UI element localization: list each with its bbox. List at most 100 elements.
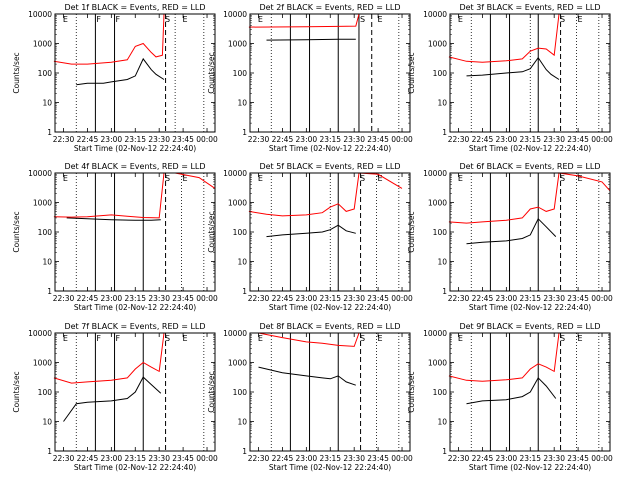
y-axis: 1 10 100 1000 10000 [223,329,410,456]
y-tick-label: 100 [38,388,53,397]
plot-frame [449,332,611,452]
panel-2f: Det 2f BLACK = Events, RED = LLD 1 10 100 10… [207,3,413,153]
x-axis: 22:30 22:45 23:00 23:15 23:30 23:45 00:00 [248,333,413,463]
series-line-lld [248,13,360,28]
y-tick-label: 100 [38,228,53,237]
x-tick-label: 22:30 [53,454,75,463]
x-tick-label: 00:00 [391,294,413,303]
y-tick-label: 100 [233,228,248,237]
marker-letter: E [258,334,263,343]
x-tick-label: 23:30 [543,135,565,144]
y-tick-label: 10000 [28,169,52,178]
plot-frame [249,13,411,133]
marker-letter: E [578,334,583,343]
x-tick-label: 23:45 [567,454,589,463]
panel-title: Det 3f BLACK = Events, RED = LLD [459,3,600,12]
y-axis-label: Counts/sec [207,371,216,412]
x-axis: 22:30 22:45 23:00 23:15 23:30 23:45 00:00 [248,14,413,144]
x-axis-label: Start Time (02-Nov-12 22:24:40) [269,463,391,472]
y-tick-label: 1 [442,447,447,456]
x-axis: 22:30 22:45 23:00 23:15 23:30 23:45 00:00 [53,333,218,463]
marker-letter: E [183,174,188,183]
y-tick-label: 10000 [28,10,52,19]
x-tick-label: 23:15 [519,454,541,463]
series-line-events [266,224,356,238]
y-tick-label: 1000 [428,40,447,49]
marker-letter: E [458,15,463,24]
y-tick-label: 1 [47,287,52,296]
y-axis: 1 10 100 1000 10000 [423,329,610,456]
marker-letter: E [458,174,463,183]
y-axis-label: Counts/sec [407,371,416,412]
y-tick-label: 100 [433,69,448,78]
x-tick-label: 22:30 [448,294,470,303]
x-tick-label: 23:45 [567,135,589,144]
x-tick-label: 23:45 [367,135,389,144]
x-tick-label: 00:00 [591,294,613,303]
x-axis: 22:30 22:45 23:00 23:15 23:30 23:45 00:00 [448,173,613,303]
marker-letter: F [116,334,121,343]
x-tick-label: 23:00 [101,454,123,463]
marker-letter: E [63,334,68,343]
y-axis: 1 10 100 1000 10000 [423,169,610,296]
series-line-events [466,56,560,80]
x-axis-label: Start Time (02-Nov-12 22:24:40) [74,303,196,312]
x-tick-label: 23:15 [124,135,146,144]
y-axis: 1 10 100 1000 10000 [223,10,410,137]
y-tick-label: 1 [442,128,447,137]
x-tick-label: 23:15 [319,454,341,463]
x-axis: 22:30 22:45 23:00 23:15 23:30 23:45 00:00 [448,14,613,144]
panel-title: Det 5f BLACK = Events, RED = LLD [259,162,400,171]
y-tick-label: 1 [242,447,247,456]
plot-frame [449,172,611,292]
x-tick-label: 22:45 [472,454,494,463]
series-line-events [76,57,165,86]
x-axis-label: Start Time (02-Nov-12 22:24:40) [74,144,196,153]
marker-letter: F [116,15,121,24]
x-tick-label: 23:30 [543,294,565,303]
x-tick-label: 00:00 [591,454,613,463]
y-axis-label: Counts/sec [12,371,21,412]
x-tick-label: 00:00 [591,135,613,144]
panel-title: Det 7f BLACK = Events, RED = LLD [64,322,205,331]
x-tick-label: 23:45 [172,294,194,303]
y-axis-label: Counts/sec [12,211,21,252]
panel-title: Det 2f BLACK = Events, RED = LLD [259,3,400,12]
x-tick-label: 22:45 [472,294,494,303]
marker-letter: S [560,15,565,24]
x-axis-label: Start Time (02-Nov-12 22:24:40) [469,463,591,472]
x-axis: 22:30 22:45 23:00 23:15 23:30 23:45 00:00 [53,173,218,303]
y-tick-label: 1 [242,128,247,137]
marker-letter: S [165,15,170,24]
marker-letter: S [560,334,565,343]
panel-8f: Det 8f BLACK = Events, RED = LLD 1 10 100 10… [207,322,413,472]
x-tick-label: 23:00 [296,454,318,463]
x-axis: 22:30 22:45 23:00 23:15 23:30 23:45 00:00 [248,173,413,303]
series-line-events [466,377,557,405]
y-tick-label: 10 [437,418,447,427]
marker-letter: E [458,334,463,343]
y-tick-label: 10000 [28,329,52,338]
marker-letter: E [63,174,68,183]
x-tick-label: 22:45 [77,135,99,144]
x-tick-label: 23:30 [148,454,170,463]
panel-7f: Det 7f BLACK = Events, RED = LLD 1 10 100 10… [12,322,218,472]
panel-title: Det 6f BLACK = Events, RED = LLD [459,162,600,171]
y-tick-label: 10 [437,258,447,267]
marker-letter: S [165,174,170,183]
y-tick-label: 10000 [223,329,247,338]
marker-letter: E [578,174,583,183]
y-axis-label: Counts/sec [12,52,21,93]
x-axis: 22:30 22:45 23:00 23:15 23:30 23:45 00:00 [53,14,218,144]
x-tick-label: 23:15 [124,454,146,463]
x-tick-label: 22:30 [53,294,75,303]
x-tick-label: 23:45 [172,454,194,463]
marker-letter: E [378,15,383,24]
plot-frame [449,13,611,133]
x-tick-label: 23:00 [101,135,123,144]
